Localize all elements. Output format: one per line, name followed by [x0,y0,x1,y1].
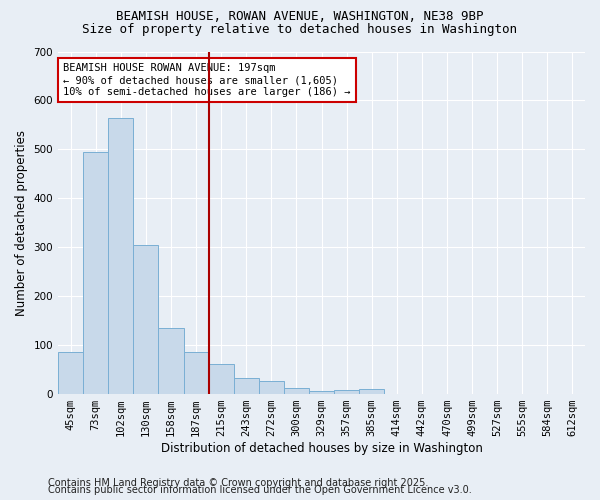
Bar [83,152,108,394]
Bar [233,378,259,394]
Bar [334,390,359,394]
Bar [309,390,334,394]
Bar [259,381,284,394]
Y-axis label: Number of detached properties: Number of detached properties [15,130,28,316]
Text: BEAMISH HOUSE ROWAN AVENUE: 197sqm
← 90% of detached houses are smaller (1,605)
: BEAMISH HOUSE ROWAN AVENUE: 197sqm ← 90%… [64,64,351,96]
Bar [133,245,158,394]
Text: Contains HM Land Registry data © Crown copyright and database right 2025.: Contains HM Land Registry data © Crown c… [48,478,428,488]
Bar [184,352,209,394]
Bar [158,328,184,394]
X-axis label: Distribution of detached houses by size in Washington: Distribution of detached houses by size … [161,442,482,455]
Bar [359,389,384,394]
Bar [284,388,309,394]
Text: Size of property relative to detached houses in Washington: Size of property relative to detached ho… [83,22,517,36]
Bar [58,352,83,394]
Bar [108,118,133,394]
Text: Contains public sector information licensed under the Open Government Licence v3: Contains public sector information licen… [48,485,472,495]
Text: BEAMISH HOUSE, ROWAN AVENUE, WASHINGTON, NE38 9BP: BEAMISH HOUSE, ROWAN AVENUE, WASHINGTON,… [116,10,484,23]
Bar [209,364,233,394]
